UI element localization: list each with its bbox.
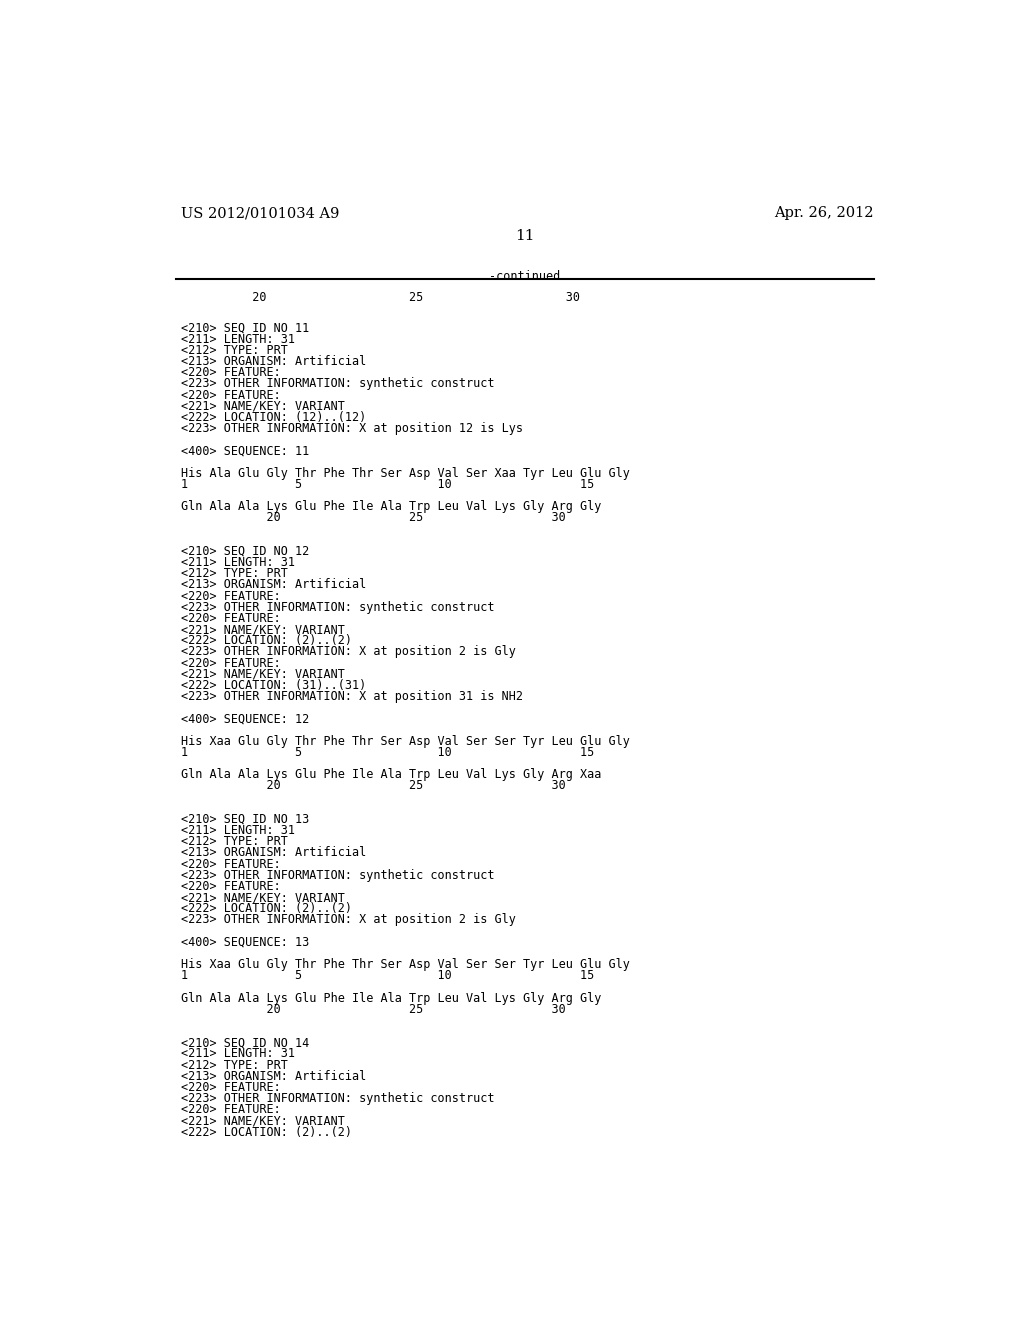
Text: 20                  25                  30: 20 25 30 xyxy=(180,779,565,792)
Text: Apr. 26, 2012: Apr. 26, 2012 xyxy=(774,206,873,220)
Text: <213> ORGANISM: Artificial: <213> ORGANISM: Artificial xyxy=(180,355,366,368)
Text: 1               5                   10                  15: 1 5 10 15 xyxy=(180,746,594,759)
Text: <210> SEQ ID NO 14: <210> SEQ ID NO 14 xyxy=(180,1036,309,1049)
Text: <210> SEQ ID NO 11: <210> SEQ ID NO 11 xyxy=(180,322,309,335)
Text: 20                  25                  30: 20 25 30 xyxy=(180,511,565,524)
Text: His Xaa Glu Gly Thr Phe Thr Ser Asp Val Ser Ser Tyr Leu Glu Gly: His Xaa Glu Gly Thr Phe Thr Ser Asp Val … xyxy=(180,735,630,747)
Text: <213> ORGANISM: Artificial: <213> ORGANISM: Artificial xyxy=(180,578,366,591)
Text: His Xaa Glu Gly Thr Phe Thr Ser Asp Val Ser Ser Tyr Leu Glu Gly: His Xaa Glu Gly Thr Phe Thr Ser Asp Val … xyxy=(180,958,630,972)
Text: 20                  25                  30: 20 25 30 xyxy=(180,1003,565,1015)
Text: <400> SEQUENCE: 13: <400> SEQUENCE: 13 xyxy=(180,936,309,949)
Text: <220> FEATURE:: <220> FEATURE: xyxy=(180,1081,281,1094)
Text: <223> OTHER INFORMATION: synthetic construct: <223> OTHER INFORMATION: synthetic const… xyxy=(180,601,495,614)
Text: <223> OTHER INFORMATION: synthetic construct: <223> OTHER INFORMATION: synthetic const… xyxy=(180,869,495,882)
Text: 11: 11 xyxy=(515,230,535,243)
Text: <220> FEATURE:: <220> FEATURE: xyxy=(180,367,281,379)
Text: <220> FEATURE:: <220> FEATURE: xyxy=(180,858,281,871)
Text: <223> OTHER INFORMATION: X at position 12 is Lys: <223> OTHER INFORMATION: X at position 1… xyxy=(180,422,522,436)
Text: 1               5                   10                  15: 1 5 10 15 xyxy=(180,969,594,982)
Text: <222> LOCATION: (12)..(12): <222> LOCATION: (12)..(12) xyxy=(180,411,366,424)
Text: <221> NAME/KEY: VARIANT: <221> NAME/KEY: VARIANT xyxy=(180,1114,344,1127)
Text: <212> TYPE: PRT: <212> TYPE: PRT xyxy=(180,345,288,356)
Text: <400> SEQUENCE: 12: <400> SEQUENCE: 12 xyxy=(180,713,309,726)
Text: <220> FEATURE:: <220> FEATURE: xyxy=(180,590,281,603)
Text: <211> LENGTH: 31: <211> LENGTH: 31 xyxy=(180,824,295,837)
Text: <210> SEQ ID NO 12: <210> SEQ ID NO 12 xyxy=(180,545,309,558)
Text: <222> LOCATION: (2)..(2): <222> LOCATION: (2)..(2) xyxy=(180,903,351,915)
Text: <220> FEATURE:: <220> FEATURE: xyxy=(180,612,281,624)
Text: His Ala Glu Gly Thr Phe Thr Ser Asp Val Ser Xaa Tyr Leu Glu Gly: His Ala Glu Gly Thr Phe Thr Ser Asp Val … xyxy=(180,467,630,479)
Text: <220> FEATURE:: <220> FEATURE: xyxy=(180,656,281,669)
Text: <221> NAME/KEY: VARIANT: <221> NAME/KEY: VARIANT xyxy=(180,623,344,636)
Text: <222> LOCATION: (2)..(2): <222> LOCATION: (2)..(2) xyxy=(180,1126,351,1139)
Text: <211> LENGTH: 31: <211> LENGTH: 31 xyxy=(180,1047,295,1060)
Text: <223> OTHER INFORMATION: X at position 31 is NH2: <223> OTHER INFORMATION: X at position 3… xyxy=(180,690,522,704)
Text: 1               5                   10                  15: 1 5 10 15 xyxy=(180,478,594,491)
Text: <223> OTHER INFORMATION: synthetic construct: <223> OTHER INFORMATION: synthetic const… xyxy=(180,378,495,391)
Text: 20                    25                    30: 20 25 30 xyxy=(180,290,580,304)
Text: US 2012/0101034 A9: US 2012/0101034 A9 xyxy=(180,206,339,220)
Text: <212> TYPE: PRT: <212> TYPE: PRT xyxy=(180,568,288,581)
Text: <223> OTHER INFORMATION: X at position 2 is Gly: <223> OTHER INFORMATION: X at position 2… xyxy=(180,913,515,927)
Text: <210> SEQ ID NO 13: <210> SEQ ID NO 13 xyxy=(180,813,309,826)
Text: -continued: -continued xyxy=(489,271,560,282)
Text: <212> TYPE: PRT: <212> TYPE: PRT xyxy=(180,836,288,849)
Text: <220> FEATURE:: <220> FEATURE: xyxy=(180,880,281,892)
Text: <213> ORGANISM: Artificial: <213> ORGANISM: Artificial xyxy=(180,1069,366,1082)
Text: <213> ORGANISM: Artificial: <213> ORGANISM: Artificial xyxy=(180,846,366,859)
Text: <220> FEATURE:: <220> FEATURE: xyxy=(180,1104,281,1117)
Text: <223> OTHER INFORMATION: X at position 2 is Gly: <223> OTHER INFORMATION: X at position 2… xyxy=(180,645,515,659)
Text: <221> NAME/KEY: VARIANT: <221> NAME/KEY: VARIANT xyxy=(180,400,344,413)
Text: <223> OTHER INFORMATION: synthetic construct: <223> OTHER INFORMATION: synthetic const… xyxy=(180,1092,495,1105)
Text: <212> TYPE: PRT: <212> TYPE: PRT xyxy=(180,1059,288,1072)
Text: <400> SEQUENCE: 11: <400> SEQUENCE: 11 xyxy=(180,445,309,458)
Text: <211> LENGTH: 31: <211> LENGTH: 31 xyxy=(180,556,295,569)
Text: Gln Ala Ala Lys Glu Phe Ile Ala Trp Leu Val Lys Gly Arg Gly: Gln Ala Ala Lys Glu Phe Ile Ala Trp Leu … xyxy=(180,991,601,1005)
Text: <221> NAME/KEY: VARIANT: <221> NAME/KEY: VARIANT xyxy=(180,668,344,681)
Text: Gln Ala Ala Lys Glu Phe Ile Ala Trp Leu Val Lys Gly Arg Gly: Gln Ala Ala Lys Glu Phe Ile Ala Trp Leu … xyxy=(180,500,601,513)
Text: <222> LOCATION: (31)..(31): <222> LOCATION: (31)..(31) xyxy=(180,678,366,692)
Text: Gln Ala Ala Lys Glu Phe Ile Ala Trp Leu Val Lys Gly Arg Xaa: Gln Ala Ala Lys Glu Phe Ile Ala Trp Leu … xyxy=(180,768,601,781)
Text: <222> LOCATION: (2)..(2): <222> LOCATION: (2)..(2) xyxy=(180,635,351,647)
Text: <220> FEATURE:: <220> FEATURE: xyxy=(180,388,281,401)
Text: <211> LENGTH: 31: <211> LENGTH: 31 xyxy=(180,333,295,346)
Text: <221> NAME/KEY: VARIANT: <221> NAME/KEY: VARIANT xyxy=(180,891,344,904)
